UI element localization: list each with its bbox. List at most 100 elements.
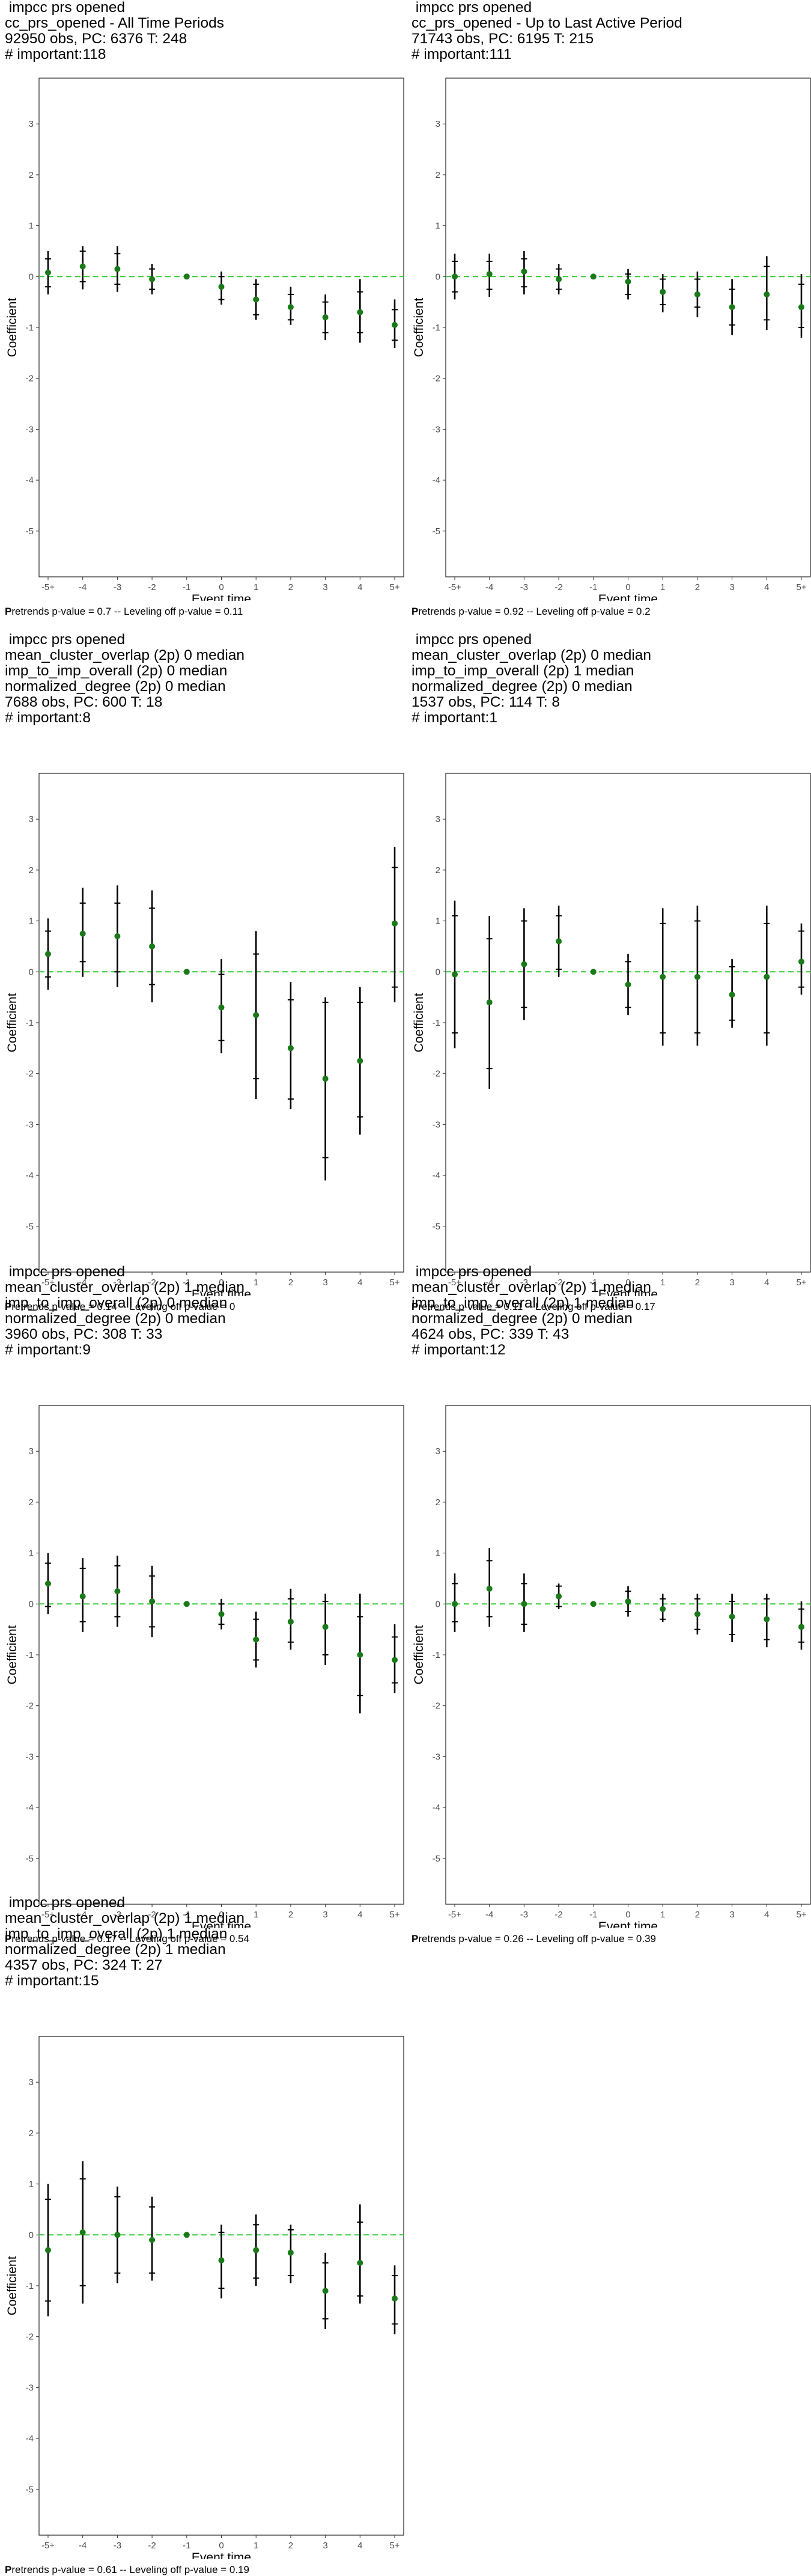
- x-tick-label: 1: [660, 1277, 665, 1288]
- coefficient-point: [183, 2232, 190, 2238]
- coefficient-point: [660, 973, 666, 980]
- x-tick-label: 3: [729, 582, 734, 592]
- coefficient-point: [392, 321, 398, 328]
- coefficient-point: [149, 276, 156, 282]
- y-tick-label: 1: [436, 1548, 440, 1559]
- event-study-chart: 3 2 1 0 -1 -2 -3 -4 -5 -5+ -4 -3 -2 -1 0 1 2 3 4 5+ Event ti…: [412, 773, 811, 1296]
- coefficient-point: [486, 999, 493, 1006]
- y-tick-label: 1: [29, 916, 34, 927]
- x-tick-label: -2: [554, 582, 562, 592]
- x-tick-label: -4: [485, 1277, 493, 1288]
- chart-title-line: 4624 obs, PC: 339 T: 43: [412, 1326, 570, 1342]
- y-tick-label: 2: [29, 170, 34, 180]
- coefficient-point: [253, 1636, 260, 1643]
- plot-frame: [445, 773, 811, 1273]
- chart-title-line: 1537 obs, PC: 114 T: 8: [412, 694, 560, 710]
- coefficient-point: [79, 1593, 86, 1600]
- pvalue-footer: Pretrends p-value = 0.26 -- Leveling off…: [412, 1933, 656, 1945]
- pvalue-footer-text: retrends p-value = 0.26 -- Leveling off …: [418, 1933, 657, 1944]
- x-tick-label: 1: [254, 1277, 258, 1288]
- coefficient-point: [392, 2295, 398, 2302]
- coefficient-point: [149, 1598, 156, 1605]
- x-tick-label: -4: [485, 1910, 493, 1920]
- y-tick-label: 1: [29, 221, 34, 231]
- y-tick-label: -2: [26, 1701, 34, 1711]
- coefficient-point: [521, 1601, 527, 1607]
- y-tick-label: 0: [29, 1599, 34, 1609]
- y-tick-label: -1: [433, 323, 440, 333]
- coefficient-point: [590, 273, 597, 280]
- coefficient-point: [556, 276, 562, 282]
- x-tick-label: -5+: [41, 1910, 55, 1920]
- y-tick-label: -2: [433, 374, 440, 384]
- coefficient-point: [798, 958, 804, 965]
- x-tick-label: 5+: [796, 1277, 806, 1288]
- plot-frame: [38, 1405, 404, 1905]
- y-tick-label: -5: [433, 1854, 440, 1864]
- chart-title-line: impcc prs opened: [5, 632, 126, 648]
- x-tick-label: -5+: [448, 1277, 461, 1288]
- event-study-chart: 3 2 1 0 -1 -2 -3 -4 -5 -5+ -4 -3 -2 -1 0 1 2 3 4 5+ Event ti…: [412, 78, 811, 601]
- x-tick-label: -1: [183, 2541, 190, 2551]
- x-tick-label: 0: [219, 582, 223, 592]
- coefficient-point: [660, 1606, 666, 1612]
- x-tick-label: -5+: [41, 2541, 55, 2551]
- y-tick-label: 0: [29, 272, 34, 282]
- x-tick-label: 1: [660, 582, 665, 592]
- y-tick-label: -3: [433, 424, 440, 434]
- x-tick-label: -1: [589, 582, 597, 592]
- x-tick-label: -1: [183, 1910, 190, 1920]
- chart-title-line: 92950 obs, PC: 6376 T: 248: [5, 31, 187, 47]
- x-tick-label: 3: [323, 1910, 327, 1920]
- x-tick-label: -5+: [448, 582, 461, 592]
- coefficient-point: [253, 2247, 260, 2253]
- y-tick-label: -3: [26, 1752, 34, 1762]
- coefficient-point: [79, 263, 86, 270]
- coefficient-point: [452, 273, 458, 280]
- y-tick-label: -5: [26, 1222, 34, 1232]
- x-tick-label: -4: [79, 1277, 87, 1288]
- x-tick-label: -5+: [448, 1910, 461, 1920]
- y-tick-label: 1: [436, 221, 440, 231]
- x-axis-label: Event time: [598, 1920, 658, 1928]
- chart-title-line: # important:9: [5, 1342, 91, 1358]
- y-tick-label: -5: [433, 526, 440, 537]
- chart-title: impcc prs opened cc_prs_opened - All Time…: [5, 0, 224, 62]
- x-tick-label: 0: [625, 582, 630, 592]
- y-tick-label: 0: [436, 272, 440, 282]
- x-tick-label: 4: [764, 582, 769, 592]
- event-study-chart: 3 2 1 0 -1 -2 -3 -4 -5 -5+ -4 -3 -2 -1 0 1 2 3 4 5+ Event ti…: [5, 2036, 404, 2559]
- chart-title-line: mean_cluster_overlap (2p) 0 median: [412, 647, 652, 663]
- x-tick-label: 3: [729, 1277, 734, 1288]
- x-tick-label: -3: [114, 1910, 121, 1920]
- y-tick-label: -1: [26, 1650, 34, 1660]
- plot-frame: [38, 78, 404, 577]
- chart-title-line: normalized_degree (2p) 0 median: [412, 1311, 633, 1327]
- x-tick-label: 0: [219, 1277, 223, 1288]
- x-tick-label: 2: [288, 582, 293, 592]
- coefficient-point: [218, 2257, 225, 2264]
- x-tick-label: -5+: [41, 582, 55, 592]
- x-axis-label: Event time: [192, 592, 251, 601]
- chart-title-line: # important:118: [5, 46, 106, 62]
- chart-title-line: 4357 obs, PC: 324 T: 27: [5, 1957, 163, 1973]
- chart-title: impcc prs opened mean_cluster_overlap (2p…: [412, 632, 651, 726]
- chart-panel: impcc prs opened mean_cluster_overlap (2p…: [407, 1264, 811, 1944]
- coefficient-point: [392, 1657, 398, 1663]
- y-tick-label: 1: [29, 2179, 34, 2190]
- chart-title: impcc prs opened mean_cluster_overlap (2p…: [5, 632, 245, 726]
- coefficient-point: [625, 1598, 631, 1605]
- y-tick-label: -4: [26, 1171, 34, 1181]
- y-tick-label: -1: [433, 1018, 440, 1028]
- coefficient-point: [183, 969, 190, 975]
- x-tick-label: 1: [254, 2541, 258, 2551]
- chart-title-line: # important:1: [412, 710, 497, 726]
- coefficient-point: [521, 268, 527, 275]
- chart-title: impcc prs opened mean_cluster_overlap (2p…: [5, 1264, 245, 1358]
- chart-title-line: normalized_degree (2p) 1 median: [5, 1941, 226, 1958]
- chart-panel: impcc prs opened mean_cluster_overlap (2p…: [0, 1895, 404, 2575]
- coefficient-point: [590, 1601, 597, 1607]
- y-tick-label: 2: [436, 170, 440, 180]
- coefficient-point: [357, 2259, 363, 2266]
- coefficient-point: [114, 933, 121, 940]
